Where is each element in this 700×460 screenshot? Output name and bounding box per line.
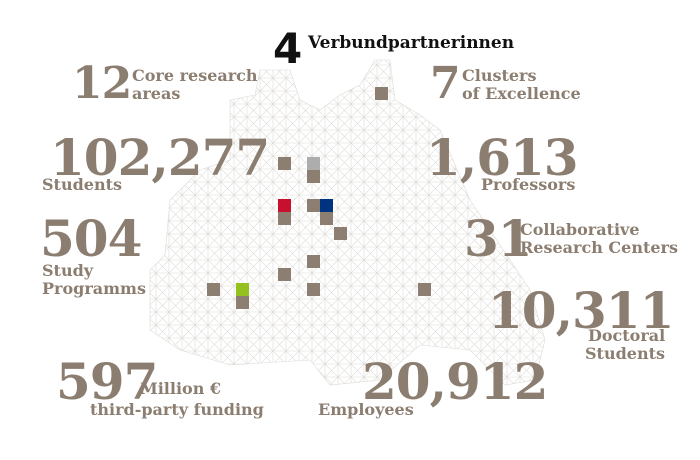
stat-label: Students	[42, 175, 122, 194]
stat-number: 7	[430, 58, 461, 109]
stat-number: 597	[56, 352, 158, 411]
stat-number: 102,277	[50, 128, 270, 187]
stat-number: 31	[464, 209, 533, 268]
stat-label: Doctoral	[588, 326, 666, 345]
stat-label: of Excellence	[462, 84, 581, 103]
stat-label: areas	[132, 84, 181, 103]
stat-number: 20,912	[362, 352, 548, 411]
stat-number: 504	[40, 209, 142, 268]
stat-number: 1,613	[426, 128, 579, 187]
stat-label: Clusters	[462, 66, 537, 85]
stat-label: Students	[585, 344, 665, 363]
stat-label: third-party funding	[90, 400, 264, 419]
stat-label: Employees	[318, 400, 414, 419]
stat-number: 10,311	[488, 281, 674, 340]
stat-label: Core research	[132, 66, 258, 85]
stat-label: Collaborative	[520, 220, 640, 239]
stat-number: 12	[72, 58, 132, 109]
stat-label: Study	[42, 261, 94, 280]
stat-label: Million €	[140, 379, 222, 398]
grid-squares	[207, 87, 431, 309]
stat-label: Verbundpartnerinnen	[308, 33, 515, 53]
stat-label: Research Centers	[520, 238, 678, 257]
stat-label: Professors	[481, 175, 576, 194]
stat-number: 4	[273, 24, 302, 73]
stat-label: Programms	[42, 279, 146, 298]
